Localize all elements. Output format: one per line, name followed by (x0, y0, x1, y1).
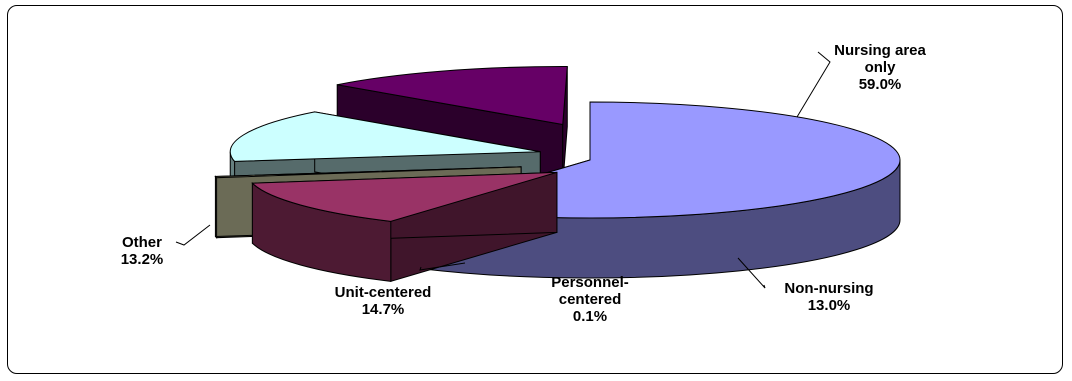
pie-slice-top (251, 171, 558, 222)
data-label-line: Unit-centered (335, 284, 432, 301)
data-label-line: Nursing area (834, 42, 926, 59)
data-label-0: Nursing area only 59.0% (834, 42, 926, 93)
data-label-line: centered (559, 291, 622, 308)
data-label-3: Unit-centered 14.7% (335, 284, 432, 318)
data-label-line: 14.7% (362, 301, 405, 318)
leader-line-3 (419, 262, 466, 271)
leader-line-0 (796, 51, 831, 118)
leader-line-4 (175, 224, 211, 246)
data-label-line: Other (122, 234, 162, 251)
data-label-line: only (865, 59, 896, 76)
leader-line-1 (737, 257, 766, 289)
data-label-line: Personnel- (551, 274, 629, 291)
leader-lines (175, 51, 831, 289)
pie-slice-top (214, 166, 522, 179)
pie-slice-side (214, 175, 218, 239)
data-label-line: 59.0% (859, 76, 902, 93)
data-label-4: Other 13.2% (121, 234, 164, 268)
slices-layer (214, 66, 901, 283)
pie-slice-top (337, 66, 568, 126)
data-labels: Nursing area only 59.0% Non-nursing 13.0% Per… (121, 42, 927, 325)
data-label-line: Non-nursing (784, 280, 873, 297)
data-label-line: 0.1% (573, 308, 607, 325)
data-label-1: Non-nursing 13.0% (784, 280, 873, 314)
data-label-2: Personnel-centered 0.1% (551, 274, 629, 325)
data-label-line: 13.2% (121, 251, 164, 268)
data-label-line: 13.0% (808, 297, 851, 314)
pie-slice-1 (251, 171, 558, 283)
pie-slice-top (229, 111, 541, 162)
